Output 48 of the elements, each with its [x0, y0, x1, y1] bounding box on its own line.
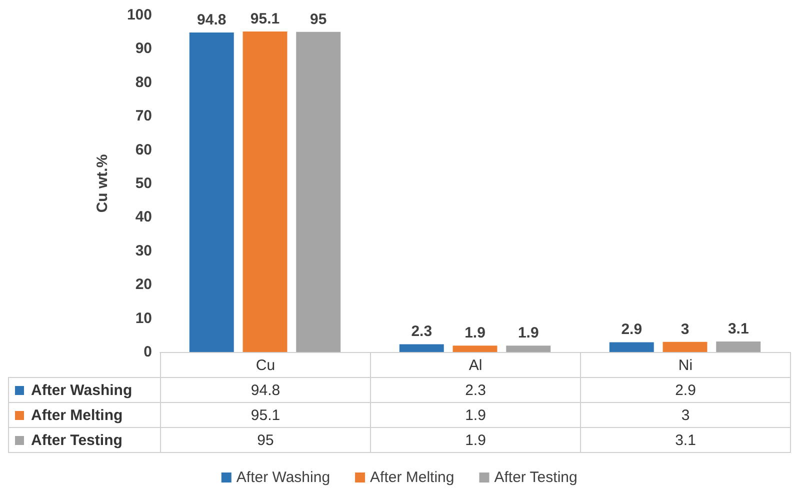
y-tick-label: 70: [135, 108, 152, 125]
y-axis-title: Cu wt.%: [94, 154, 111, 213]
data-label: 3.1: [580, 428, 790, 452]
y-tick-label: 40: [135, 208, 152, 226]
y-tick-label: After Melting: [8, 402, 160, 428]
data-label: 95.1: [160, 402, 370, 428]
data-label: 1.9: [370, 402, 580, 428]
y-tick-label: 50: [135, 175, 152, 192]
data-label: 2.3: [411, 323, 432, 340]
bar: [662, 342, 708, 352]
bar: [296, 32, 341, 352]
bar: [506, 346, 551, 352]
bar: [399, 344, 444, 352]
y-tick-label: 60: [135, 141, 152, 158]
legend-label: After Melting: [370, 469, 454, 486]
bar: [189, 32, 234, 352]
legend-label: After Washing: [236, 469, 330, 486]
data-label: 2.3: [370, 378, 580, 402]
data-label: 2.9: [580, 378, 790, 402]
data-label: 94.8: [197, 12, 226, 29]
y-tick-label: 100: [126, 6, 152, 24]
x-tick-label: Ni: [580, 352, 790, 378]
data-label: 95: [310, 10, 327, 28]
bar: [716, 342, 761, 352]
data-label: 3: [680, 320, 690, 338]
y-tick-label: 30: [135, 242, 152, 260]
y-tick-label: 0: [144, 344, 152, 360]
bar: [452, 346, 498, 352]
y-tick-label: After Washing: [8, 378, 160, 402]
data-label: 95: [160, 428, 370, 452]
data-label: 94.8: [160, 378, 370, 402]
data-label: 1.9: [370, 428, 580, 452]
x-tick-label: Cu: [160, 352, 370, 378]
legend-label: After Testing: [494, 469, 578, 486]
bar: [609, 342, 654, 352]
y-tick-label: 20: [135, 276, 152, 294]
data-label: 3: [580, 402, 790, 428]
y-tick-label: After Testing: [8, 428, 160, 452]
data-label: 3.1: [728, 320, 749, 338]
data-label: 95.1: [250, 10, 280, 28]
y-tick-label: 80: [135, 74, 152, 91]
data-label: 2.9: [621, 321, 642, 338]
data-label: 1.9: [464, 324, 486, 342]
x-tick-label: Al: [370, 352, 580, 378]
bar: [242, 32, 288, 352]
data-label: 1.9: [518, 324, 539, 342]
y-tick-label: 10: [135, 310, 152, 327]
y-tick-label: 90: [135, 40, 152, 58]
